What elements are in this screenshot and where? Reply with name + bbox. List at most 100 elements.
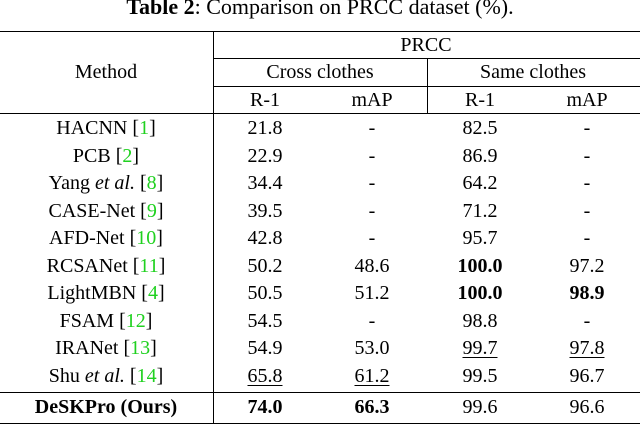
value-cell: 97.8: [569, 337, 605, 359]
caption-label: Table 2: [126, 0, 195, 19]
method-cell: AFD-Net [10]: [49, 227, 163, 249]
value-cell: 51.2: [354, 282, 390, 304]
dataset-header: PRCC: [400, 34, 452, 56]
value-cell: -: [368, 145, 376, 167]
value-cell: -: [583, 200, 591, 222]
method-cell: IRANet [13]: [55, 337, 157, 359]
value-cell: -: [583, 172, 591, 194]
value-cell: 98.9: [569, 282, 605, 304]
metric-header: R-1: [250, 89, 280, 111]
dataset-rule: [213, 58, 640, 59]
metric-header: mAP: [351, 89, 393, 111]
group-rule: [213, 86, 640, 87]
value-cell: 66.3: [354, 396, 390, 418]
value-cell: 96.6: [569, 396, 605, 418]
method-cell: FSAM [12]: [60, 310, 153, 332]
method-name: CASE-Net: [48, 200, 136, 222]
value-cell: -: [583, 227, 591, 249]
value-cell: -: [368, 310, 376, 332]
method-name: AFD-Net: [49, 227, 125, 249]
caption-text: : Comparison on PRCC dataset (%).: [194, 0, 514, 19]
method-cell: LightMBN [4]: [47, 282, 164, 304]
citation: [4]: [141, 282, 165, 304]
value-cell: 65.8: [247, 365, 283, 387]
value-cell: 54.9: [247, 337, 283, 359]
value-cell: 61.2: [354, 365, 390, 387]
value-cell: 95.7: [462, 227, 498, 249]
et-al: et al.: [84, 365, 125, 387]
value-cell: 42.8: [247, 227, 283, 249]
group-header: Same clothes: [479, 61, 587, 83]
value-cell: -: [368, 172, 376, 194]
citation: [10]: [129, 227, 163, 249]
method-cell: Shu et al. [14]: [49, 365, 163, 387]
method-header: Method: [74, 61, 138, 83]
value-cell: 97.2: [569, 255, 605, 277]
method-name: DeSKPro (Ours): [34, 396, 178, 418]
method-name: FSAM: [59, 310, 115, 332]
method-cell: CASE-Net [9]: [48, 200, 163, 222]
method-name: IRANet: [55, 337, 119, 359]
method-name: Yang: [48, 172, 90, 194]
value-cell: 99.5: [462, 365, 498, 387]
citation: [1]: [132, 117, 156, 139]
value-cell: -: [583, 310, 591, 332]
value-cell: 34.4: [247, 172, 283, 194]
et-al: et al.: [94, 172, 135, 194]
citation: [14]: [129, 365, 164, 387]
group-header: Cross clothes: [266, 61, 374, 83]
ours-divider: [213, 392, 214, 423]
value-cell: 50.5: [247, 282, 283, 304]
method-name: RCSANet: [46, 255, 128, 277]
method-cell: DeSKPro (Ours): [35, 396, 177, 418]
method-name: LightMBN: [47, 282, 137, 304]
method-cell: PCB [2]: [73, 145, 139, 167]
value-cell: 98.8: [462, 310, 498, 332]
value-cell: 100.0: [457, 282, 503, 304]
value-cell: 86.9: [462, 145, 498, 167]
citation: [2]: [115, 145, 140, 167]
value-cell: 64.2: [462, 172, 498, 194]
value-cell: 71.2: [462, 200, 498, 222]
value-cell: -: [368, 227, 376, 249]
value-cell: -: [583, 117, 591, 139]
method-name: HACNN: [56, 117, 128, 139]
value-cell: 53.0: [354, 337, 390, 359]
value-cell: 99.6: [462, 396, 498, 418]
citation: [8]: [139, 172, 164, 194]
citation: [11]: [132, 255, 166, 277]
value-cell: -: [583, 145, 591, 167]
value-cell: -: [368, 200, 376, 222]
group-divider: [427, 58, 428, 113]
method-cell: HACNN [1]: [56, 117, 155, 139]
value-cell: -: [368, 117, 376, 139]
ours-rule: [0, 392, 640, 393]
caption: Table 2: Comparison on PRCC dataset (%).: [126, 0, 513, 20]
metric-header: mAP: [566, 89, 608, 111]
value-cell: 50.2: [247, 255, 283, 277]
value-cell: 74.0: [247, 396, 283, 418]
value-cell: 22.9: [247, 145, 283, 167]
body-divider: [213, 113, 214, 393]
citation: [13]: [123, 337, 157, 359]
header-rule: [0, 113, 640, 114]
value-cell: 21.8: [247, 117, 283, 139]
value-cell: 96.7: [569, 365, 605, 387]
method-name: PCB: [72, 145, 111, 167]
value-cell: 39.5: [247, 200, 283, 222]
method-name: Shu: [48, 365, 80, 387]
metric-header: R-1: [465, 89, 495, 111]
header-divider: [213, 31, 214, 113]
value-cell: 82.5: [462, 117, 498, 139]
method-cell: Yang et al. [8]: [49, 172, 164, 194]
value-cell: 48.6: [354, 255, 390, 277]
top-rule: [0, 31, 640, 32]
citation: [12]: [119, 310, 153, 332]
bottom-rule: [0, 423, 640, 424]
value-cell: 99.7: [462, 337, 498, 359]
value-cell: 100.0: [457, 255, 503, 277]
method-cell: RCSANet [11]: [47, 255, 166, 277]
value-cell: 54.5: [247, 310, 283, 332]
citation: [9]: [140, 200, 164, 222]
